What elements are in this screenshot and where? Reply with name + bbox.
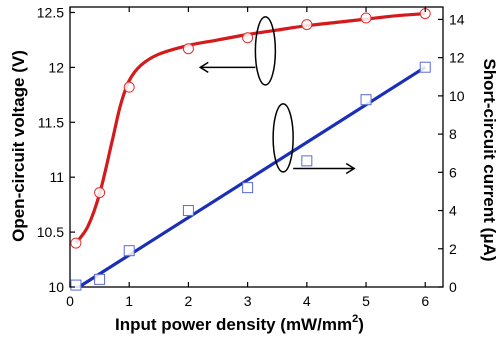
y-right-tick-label: 4	[449, 203, 457, 219]
y-left-tick-label: 12	[48, 59, 64, 75]
current-point	[94, 273, 106, 285]
y-right-axis-title: Short-circuit current (μA)	[480, 58, 499, 261]
y-right-tick-label: 2	[449, 241, 457, 257]
y-right-tick-label: 8	[449, 126, 457, 142]
voltage-fit-line	[74, 12, 426, 245]
voltage-series-ellipse	[254, 16, 277, 86]
y-right-tick-label: 6	[449, 164, 457, 180]
x-tick-label: 3	[244, 293, 252, 309]
current-point	[123, 245, 135, 257]
y-right-tick-label: 0	[449, 279, 457, 295]
voltage-point	[70, 237, 82, 249]
x-tick-label: 1	[125, 293, 133, 309]
x-axis-title-main: Input power density (mW/mm	[115, 315, 352, 334]
y-right-tick-label: 10	[449, 88, 465, 104]
x-tick-label: 2	[185, 293, 193, 309]
plot-frame	[69, 6, 444, 288]
voltage-point	[94, 187, 106, 199]
plot-layer	[69, 6, 444, 291]
y-right-tick-label: 12	[449, 50, 465, 66]
current-point	[182, 205, 194, 217]
current-series-ellipse	[272, 103, 294, 173]
voltage-point	[242, 32, 254, 44]
x-tick-label: 0	[66, 293, 74, 309]
y-left-tick-label: 12.5	[37, 4, 64, 20]
x-axis-title-close: )	[358, 315, 364, 334]
y-left-tick-label: 11.5	[38, 114, 64, 130]
y-left-tick-label: 10	[48, 279, 64, 295]
y-right-tick-label: 14	[449, 11, 465, 27]
current-point	[70, 279, 82, 291]
current-point	[419, 61, 431, 73]
annotation-layer	[198, 16, 356, 175]
y-left-tick-label: 10.5	[37, 224, 64, 240]
voltage-point	[123, 81, 135, 93]
x-tick-label: 5	[362, 293, 370, 309]
x-axis-title-superscript: 2	[352, 313, 358, 325]
x-axis-title: Input power density (mW/mm2)	[115, 313, 364, 334]
voltage-point	[360, 12, 372, 24]
x-tick-label: 4	[303, 293, 311, 309]
current-point	[301, 155, 313, 167]
voltage-point	[301, 19, 313, 31]
current-point	[360, 94, 372, 106]
voltage-point	[182, 43, 194, 55]
current-point	[242, 182, 254, 194]
x-tick-label: 6	[421, 293, 429, 309]
y-left-axis-title: Open-circuit voltage (V)	[9, 50, 28, 242]
y-left-tick-label: 11	[49, 169, 64, 185]
current-arrow-head	[345, 162, 356, 175]
voltage-arrow-head	[198, 61, 209, 74]
